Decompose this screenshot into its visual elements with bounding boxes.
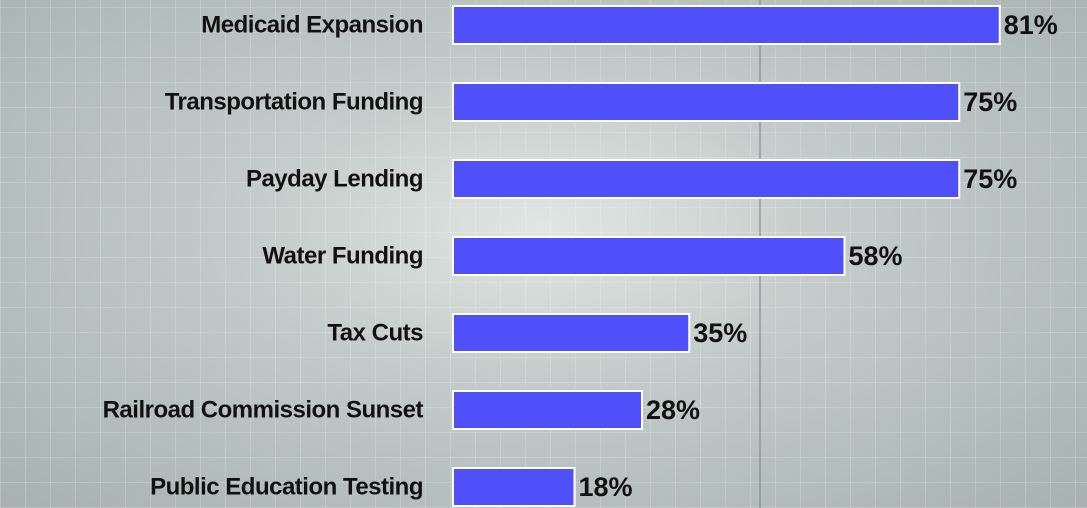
value-label: 81% <box>1004 10 1058 40</box>
category-label: Medicaid Expansion <box>201 11 423 38</box>
bar <box>452 313 691 353</box>
category-label: Railroad Commission Sunset <box>103 396 424 423</box>
bar <box>452 467 576 507</box>
bar <box>452 236 846 276</box>
category-label: Public Education Testing <box>150 473 423 500</box>
bar <box>452 159 961 199</box>
value-label: 28% <box>646 395 700 425</box>
bar <box>452 5 1001 45</box>
value-label: 58% <box>849 241 903 271</box>
bar <box>452 390 643 430</box>
value-label: 18% <box>579 472 633 502</box>
value-label: 75% <box>963 87 1017 117</box>
value-label: 35% <box>693 318 747 348</box>
category-label: Transportation Funding <box>165 88 423 115</box>
bar <box>452 82 961 122</box>
category-label: Tax Cuts <box>327 319 423 346</box>
category-label: Water Funding <box>262 242 423 269</box>
value-label: 75% <box>963 164 1017 194</box>
category-label: Payday Lending <box>246 165 423 192</box>
